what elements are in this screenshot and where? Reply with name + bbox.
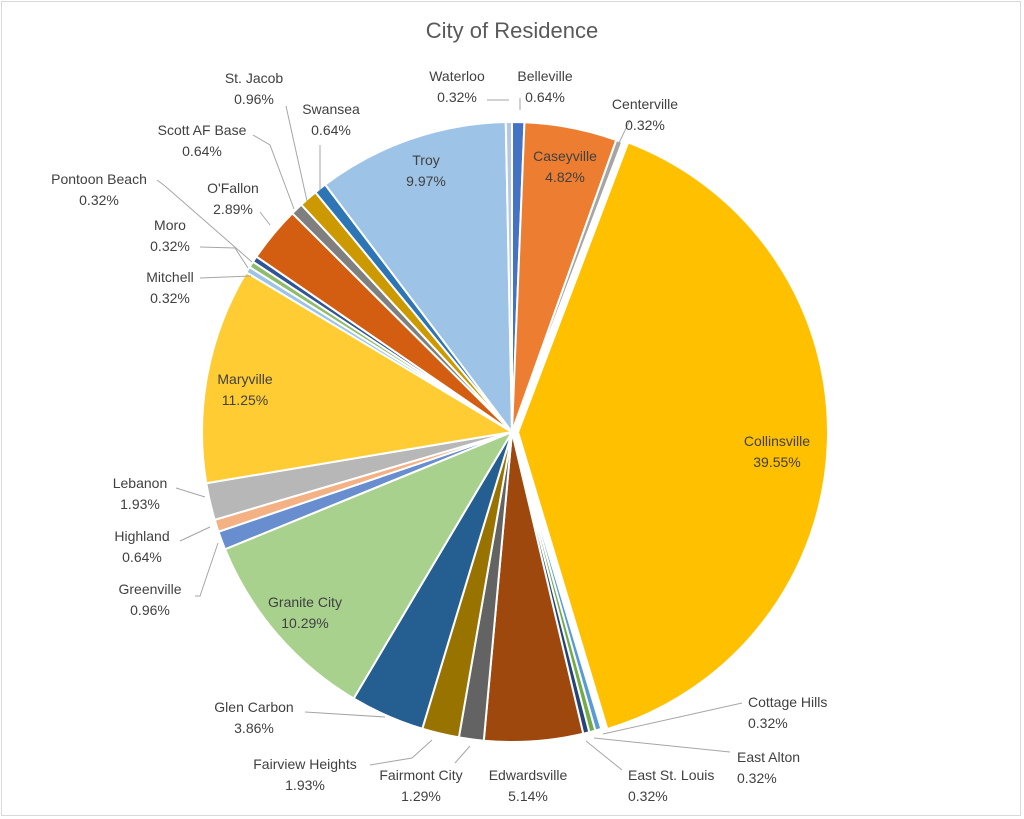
slice-maryville bbox=[201, 270, 515, 485]
slice-label-name-caseyville: Caseyville bbox=[533, 148, 597, 164]
slice-granite-city bbox=[223, 429, 515, 700]
slice-label-value-o-fallon: 2.89% bbox=[213, 201, 253, 217]
slice-label-value-moro: 0.32% bbox=[150, 238, 190, 254]
pie-slices bbox=[201, 120, 829, 743]
slice-label-value-cottage-hills: 0.32% bbox=[748, 715, 788, 731]
slice-label-name-highland: Highland bbox=[114, 528, 169, 544]
leader-line-east-alton bbox=[593, 737, 731, 753]
slice-label-name-glen-carbon: Glen Carbon bbox=[214, 699, 293, 715]
slice-centerville bbox=[511, 138, 624, 433]
slice-label-name-pontoon-beach: Pontoon Beach bbox=[51, 171, 147, 187]
slice-label-name-collinsville: Collinsville bbox=[744, 433, 810, 449]
slice-label-value-glen-carbon: 3.86% bbox=[234, 720, 274, 736]
slice-label-value-st-jacob: 0.96% bbox=[234, 91, 274, 107]
slice-label-name-edwardsville: Edwardsville bbox=[489, 767, 568, 783]
slice-label-value-belleville: 0.64% bbox=[525, 89, 565, 105]
slice-label-name-moro: Moro bbox=[154, 217, 186, 233]
slice-collinsville bbox=[516, 141, 829, 731]
slice-label-name-o-fallon: O'Fallon bbox=[207, 180, 259, 196]
slice-label-name-granite-city: Granite City bbox=[268, 594, 342, 610]
leader-line-cottage-hills bbox=[602, 702, 743, 735]
slice-label-name-maryville: Maryville bbox=[217, 371, 272, 387]
leader-line-fairmont-city bbox=[454, 745, 471, 764]
slice-label-name-east-alton: East Alton bbox=[737, 749, 800, 765]
slice-label-value-fairview-heights: 1.93% bbox=[285, 777, 325, 793]
slice-label-value-pontoon-beach: 0.32% bbox=[79, 192, 119, 208]
slice-label-name-greenville: Greenville bbox=[118, 581, 181, 597]
slice-label-name-centerville: Centerville bbox=[612, 96, 678, 112]
leader-line-centerville bbox=[617, 119, 631, 146]
slice-label-value-lebanon: 1.93% bbox=[120, 496, 160, 512]
slice-label-value-scott-af-base: 0.64% bbox=[182, 143, 222, 159]
leader-line-scott-af-base bbox=[252, 134, 295, 210]
slice-label-value-east-alton: 0.32% bbox=[737, 770, 777, 786]
chart-title: City of Residence bbox=[425, 18, 599, 43]
leader-line-moro bbox=[199, 246, 249, 269]
slice-label-value-waterloo: 0.32% bbox=[437, 89, 477, 105]
slice-label-name-cottage-hills: Cottage Hills bbox=[748, 694, 827, 710]
slice-label-name-fairmont-city: Fairmont City bbox=[379, 767, 462, 783]
leader-line-highland bbox=[179, 526, 211, 542]
slice-label-value-caseyville: 4.82% bbox=[545, 169, 585, 185]
leader-line-glen-carbon bbox=[304, 711, 386, 718]
slice-waterloo bbox=[504, 120, 513, 433]
slice-label-name-troy: Troy bbox=[412, 152, 439, 168]
slice-label-value-maryville: 11.25% bbox=[222, 392, 268, 408]
slice-label-name-fairview-heights: Fairview Heights bbox=[253, 756, 356, 772]
slice-label-name-waterloo: Waterloo bbox=[429, 68, 485, 84]
leader-lines bbox=[156, 98, 743, 771]
slice-label-value-highland: 0.64% bbox=[122, 549, 162, 565]
slice-label-value-fairmont-city: 1.29% bbox=[401, 788, 441, 804]
slice-label-value-mitchell: 0.32% bbox=[150, 290, 190, 306]
slice-troy bbox=[323, 121, 514, 436]
slice-label-value-collinsville: 39.55% bbox=[753, 454, 800, 470]
slice-label-name-st-jacob: St. Jacob bbox=[225, 70, 284, 86]
leader-line-st-jacob bbox=[285, 105, 308, 202]
slice-label-value-swansea: 0.64% bbox=[311, 122, 351, 138]
leader-line-pontoon-beach bbox=[156, 179, 253, 263]
slice-label-name-swansea: Swansea bbox=[302, 101, 360, 117]
leader-line-o-fallon bbox=[259, 211, 271, 226]
slice-label-value-granite-city: 10.29% bbox=[281, 615, 328, 631]
slice-label-value-east-st-louis: 0.32% bbox=[628, 788, 668, 804]
slice-label-name-belleville: Belleville bbox=[517, 68, 572, 84]
leader-line-mitchell bbox=[199, 275, 252, 279]
slice-label-name-east-st-louis: East St. Louis bbox=[628, 767, 714, 783]
slice-label-name-lebanon: Lebanon bbox=[113, 475, 168, 491]
data-labels: Belleville 0.64% Caseyville 4.82% Centervill… bbox=[51, 68, 827, 804]
slice-label-value-troy: 9.97% bbox=[406, 173, 446, 189]
slice-label-name-scott-af-base: Scott AF Base bbox=[158, 122, 247, 138]
leader-line-east-st-louis bbox=[585, 740, 623, 771]
slice-label-value-edwardsville: 5.14% bbox=[508, 788, 548, 804]
slice-label-name-mitchell: Mitchell bbox=[146, 269, 193, 285]
slice-label-value-centerville: 0.32% bbox=[625, 117, 665, 133]
leader-line-fairview-heights bbox=[369, 739, 433, 766]
slice-label-value-greenville: 0.96% bbox=[130, 602, 170, 618]
leader-line-greenville bbox=[195, 542, 219, 597]
leader-line-lebanon bbox=[175, 487, 206, 498]
